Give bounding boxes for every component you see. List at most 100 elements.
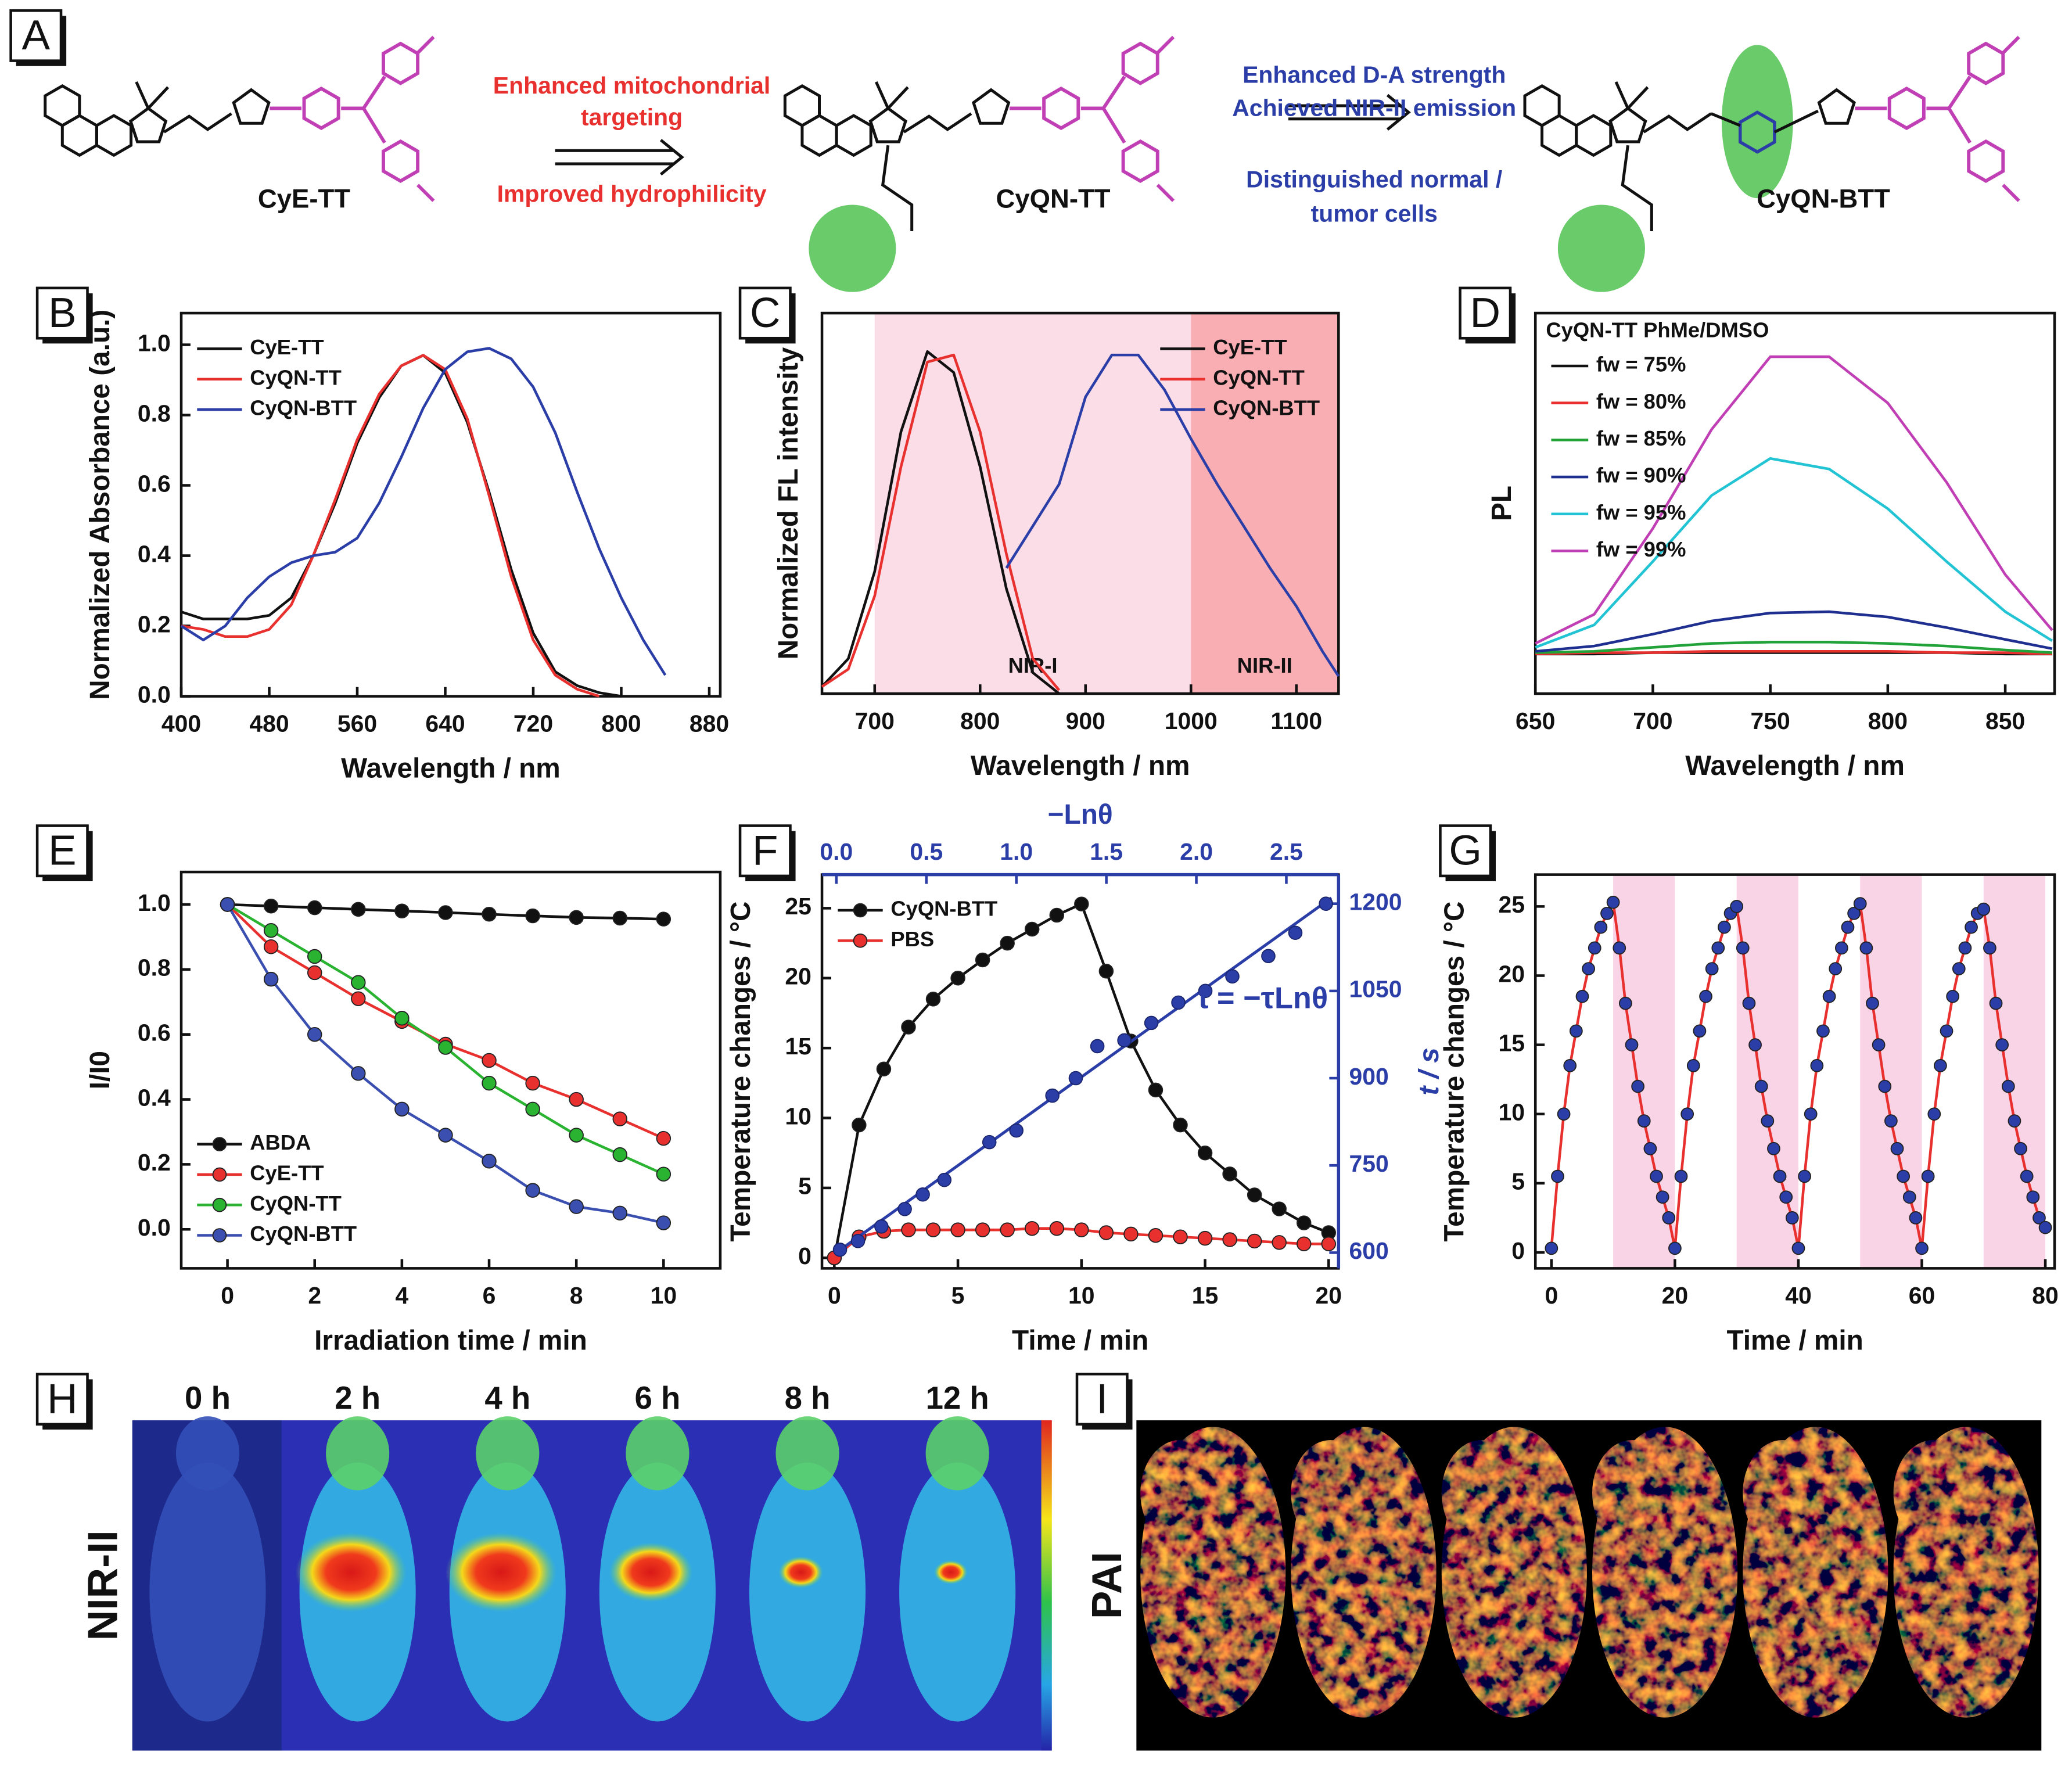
plot-frame [1534, 311, 2056, 695]
legend-label: CyQN-TT [250, 1191, 342, 1215]
legend-label: CyQN-BTT [1213, 396, 1320, 420]
data-point [1569, 1024, 1583, 1038]
data-point [612, 1111, 627, 1126]
series-line [821, 353, 1061, 691]
data-point [1798, 1169, 1811, 1183]
x-tick-label: 80 [2032, 1282, 2059, 1309]
legend-label: fw = 99% [1596, 537, 1686, 561]
data-point [482, 1075, 497, 1091]
y-axis-label: I/I0 [85, 1051, 116, 1089]
panel-label-box [35, 286, 89, 340]
scatter-point [1045, 1088, 1060, 1103]
data-point [1588, 941, 1601, 955]
panel-label: I [1096, 1375, 1108, 1422]
y-tick-label: 0.0 [138, 1214, 171, 1241]
molecule [234, 37, 433, 201]
x-tick-label: 720 [513, 710, 553, 737]
data-point [2014, 1141, 2027, 1155]
data-point [1841, 920, 1855, 934]
data-point [1074, 1222, 1089, 1237]
data-point [1921, 1169, 1935, 1183]
scatter-point [1009, 1123, 1024, 1138]
data-point [1606, 895, 1620, 909]
y-axis-label: Temperature changes / °C [1439, 901, 1470, 1241]
data-point [1952, 962, 1966, 975]
data-point [525, 1075, 540, 1091]
data-point [1718, 920, 1731, 934]
scatter-point [982, 1135, 997, 1150]
time-label: 8 h [785, 1380, 831, 1416]
legend-label: PBS [890, 927, 934, 951]
legend-marker [853, 903, 868, 918]
data-point [569, 1199, 584, 1214]
data-point [1551, 1169, 1564, 1183]
data-point [569, 1092, 584, 1107]
data-point [1680, 1107, 1694, 1121]
panel-label: H [47, 1375, 78, 1422]
data-point [1247, 1233, 1262, 1249]
data-point [1557, 1107, 1571, 1121]
time-label: 2 h [335, 1380, 380, 1416]
data-point [1853, 897, 1867, 911]
x2-tick-label: 2.0 [1180, 838, 1213, 865]
scatter-point [1261, 949, 1276, 964]
data-point [1173, 1117, 1188, 1133]
x-tick-label: 1000 [1165, 708, 1218, 734]
x-tick-label: 10 [651, 1282, 677, 1309]
data-point [1884, 1114, 1898, 1128]
panel-label-box [1439, 824, 1492, 878]
data-point [1995, 1038, 2009, 1052]
scatter-point [915, 1187, 930, 1202]
data-point [925, 992, 941, 1007]
data-point [1049, 907, 1065, 923]
series-line [821, 350, 1060, 695]
time-label: 12 h [926, 1380, 989, 1416]
data-point [1000, 935, 1015, 951]
data-point [1668, 1241, 1682, 1255]
y-tick-label: 0.4 [138, 540, 171, 567]
data-point [876, 1061, 892, 1077]
data-point [1297, 1215, 1312, 1230]
shaded-region [874, 313, 1191, 694]
panel-label-box [35, 824, 89, 878]
x2-tick-label: 0.5 [910, 838, 943, 865]
y-axis-label: Temperature changes / °C [726, 901, 756, 1241]
x-tick-label: 640 [425, 710, 465, 737]
data-point [1650, 1169, 1663, 1183]
legend-marker [212, 1197, 227, 1212]
shaded-region [1191, 313, 1339, 694]
data-point [1711, 941, 1725, 955]
x-axis-label: Wavelength / nm [1685, 751, 1905, 781]
data-point [1791, 1241, 1805, 1255]
scatter-point [832, 1243, 848, 1257]
data-point [1297, 1236, 1312, 1251]
plot-frame [179, 870, 722, 1270]
x-tick-label: 60 [1909, 1282, 1935, 1309]
x-tick-label: 700 [855, 708, 895, 734]
data-point [1000, 1222, 1015, 1237]
molecule [785, 82, 971, 155]
data-point [351, 1066, 366, 1081]
data-point [307, 900, 322, 916]
panel-label: G [1449, 827, 1482, 874]
x-tick-label: 700 [1633, 708, 1672, 734]
x-tick-label: 0 [828, 1282, 841, 1309]
scatter-point [1090, 1039, 1105, 1054]
x-tick-label: 560 [337, 710, 377, 737]
data-point [1878, 1079, 1892, 1093]
scatter-point [1319, 896, 1333, 911]
data-point [1909, 1211, 1923, 1225]
y-tick-label: 15 [1498, 1029, 1525, 1056]
compound-name: CyE-TT [258, 184, 350, 214]
data-point [901, 1019, 916, 1035]
data-point [1705, 962, 1719, 975]
y-tick-label: 0.6 [138, 470, 171, 497]
y2-tick-label: 1050 [1349, 976, 1402, 1003]
data-point [1674, 1169, 1688, 1183]
data-point [1872, 1038, 1886, 1052]
mouse-head [626, 1416, 690, 1491]
bond [881, 145, 914, 232]
image-label: NIR-II [80, 1530, 127, 1640]
compound-name: CyQN-BTT [1757, 184, 1890, 214]
data-point [2020, 1169, 2034, 1183]
